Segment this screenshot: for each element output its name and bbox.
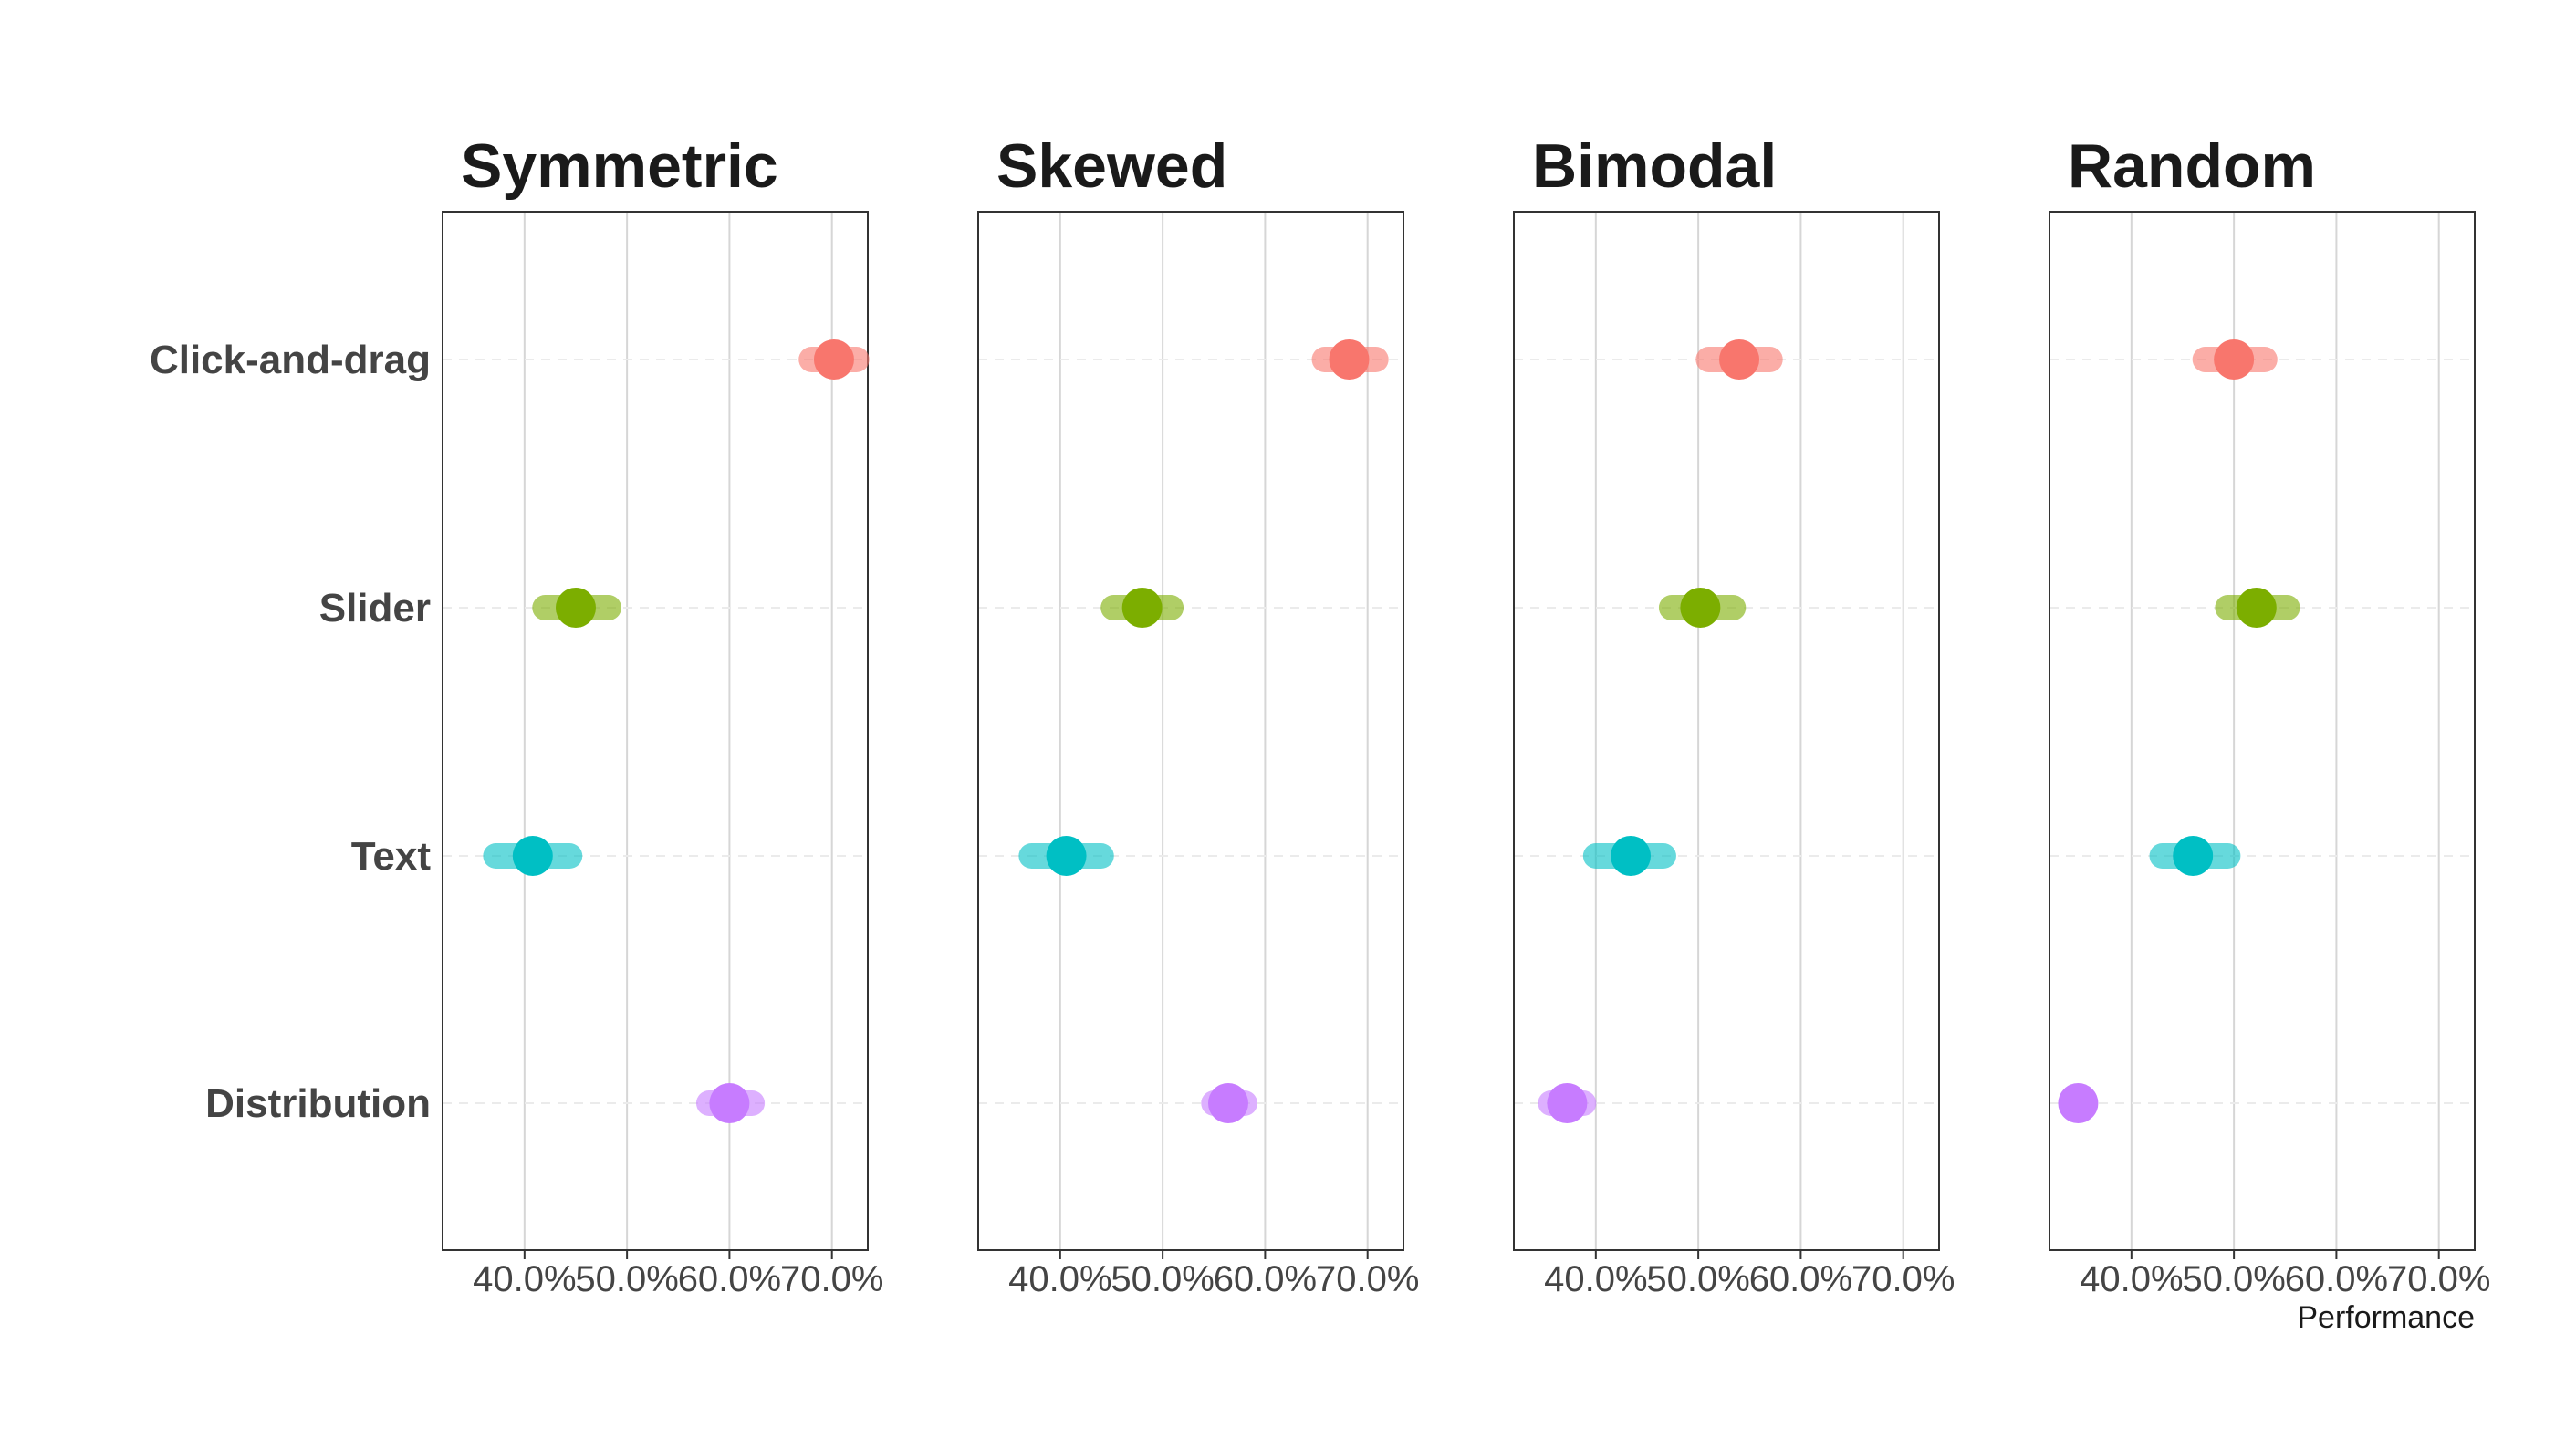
data-point: [1547, 1083, 1588, 1123]
panel-bimodal: Bimodal 40.0%50.0%60.0%70.0%: [1513, 131, 1955, 1299]
x-tick-label: 70.0%: [780, 1259, 883, 1299]
data-point: [2236, 588, 2277, 628]
x-tick-label: 60.0%: [1214, 1259, 1317, 1299]
x-tick-label: 50.0%: [2182, 1259, 2285, 1299]
panel-title: Skewed: [996, 131, 1227, 201]
category-label: Slider: [319, 586, 431, 631]
data-point: [2214, 339, 2255, 380]
panel-skewed: Skewed 40.0%50.0%60.0%70.0%: [977, 131, 1419, 1299]
data-point: [555, 588, 596, 628]
panel-border: [1513, 211, 1940, 1251]
x-tick-label: 50.0%: [575, 1259, 678, 1299]
x-axis-title: Performance: [2297, 1300, 2475, 1335]
x-tick-label: 70.0%: [2387, 1259, 2490, 1299]
x-tick-label: 40.0%: [1544, 1259, 1647, 1299]
category-label: Click-and-drag: [150, 338, 431, 382]
x-tick-label: 40.0%: [2080, 1259, 2183, 1299]
x-tick-label: 70.0%: [1316, 1259, 1419, 1299]
data-point: [813, 339, 854, 380]
data-point: [709, 1083, 750, 1123]
panel-border: [977, 211, 1404, 1251]
data-point: [512, 836, 553, 876]
data-point: [1121, 588, 1163, 628]
category-labels: Click-and-drag Slider Text Distribution: [150, 338, 431, 1126]
data-point: [1207, 1083, 1248, 1123]
data-point: [1329, 339, 1370, 380]
x-tick-label: 40.0%: [1008, 1259, 1111, 1299]
x-tick-label: 60.0%: [2285, 1259, 2388, 1299]
category-label: Text: [351, 834, 432, 879]
data-point: [1046, 836, 1087, 876]
panel-title: Random: [2068, 131, 2316, 201]
data-point: [1680, 588, 1721, 628]
panel-symmetric: Symmetric 40.0%50.0%60.0%70.0%: [442, 131, 883, 1299]
panel-random: Random 40.0%50.0%60.0%70.0%: [2049, 131, 2490, 1299]
x-tick-label: 50.0%: [1111, 1259, 1214, 1299]
x-tick-label: 50.0%: [1646, 1259, 1749, 1299]
category-label: Distribution: [205, 1081, 431, 1126]
panel-title: Bimodal: [1532, 131, 1777, 201]
x-tick-label: 70.0%: [1851, 1259, 1955, 1299]
x-tick-label: 40.0%: [473, 1259, 576, 1299]
x-tick-label: 60.0%: [678, 1259, 781, 1299]
data-point: [2058, 1083, 2099, 1123]
data-point: [1719, 339, 1760, 380]
x-tick-label: 60.0%: [1749, 1259, 1852, 1299]
panel-border: [2049, 211, 2476, 1251]
data-point: [1611, 836, 1652, 876]
panel-border: [442, 211, 869, 1251]
panel-title: Symmetric: [461, 131, 778, 201]
facet-panels: Symmetric40.0%50.0%60.0%70.0%Skewed40.0%…: [442, 131, 2490, 1299]
data-point: [2173, 836, 2214, 876]
